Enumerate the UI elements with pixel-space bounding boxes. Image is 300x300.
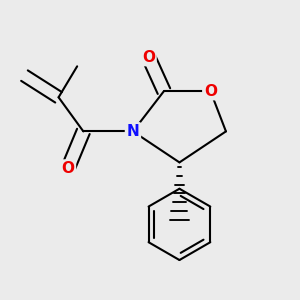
Text: N: N [127, 124, 139, 139]
Text: O: O [204, 84, 217, 99]
Text: O: O [61, 161, 74, 176]
Text: O: O [142, 50, 155, 64]
